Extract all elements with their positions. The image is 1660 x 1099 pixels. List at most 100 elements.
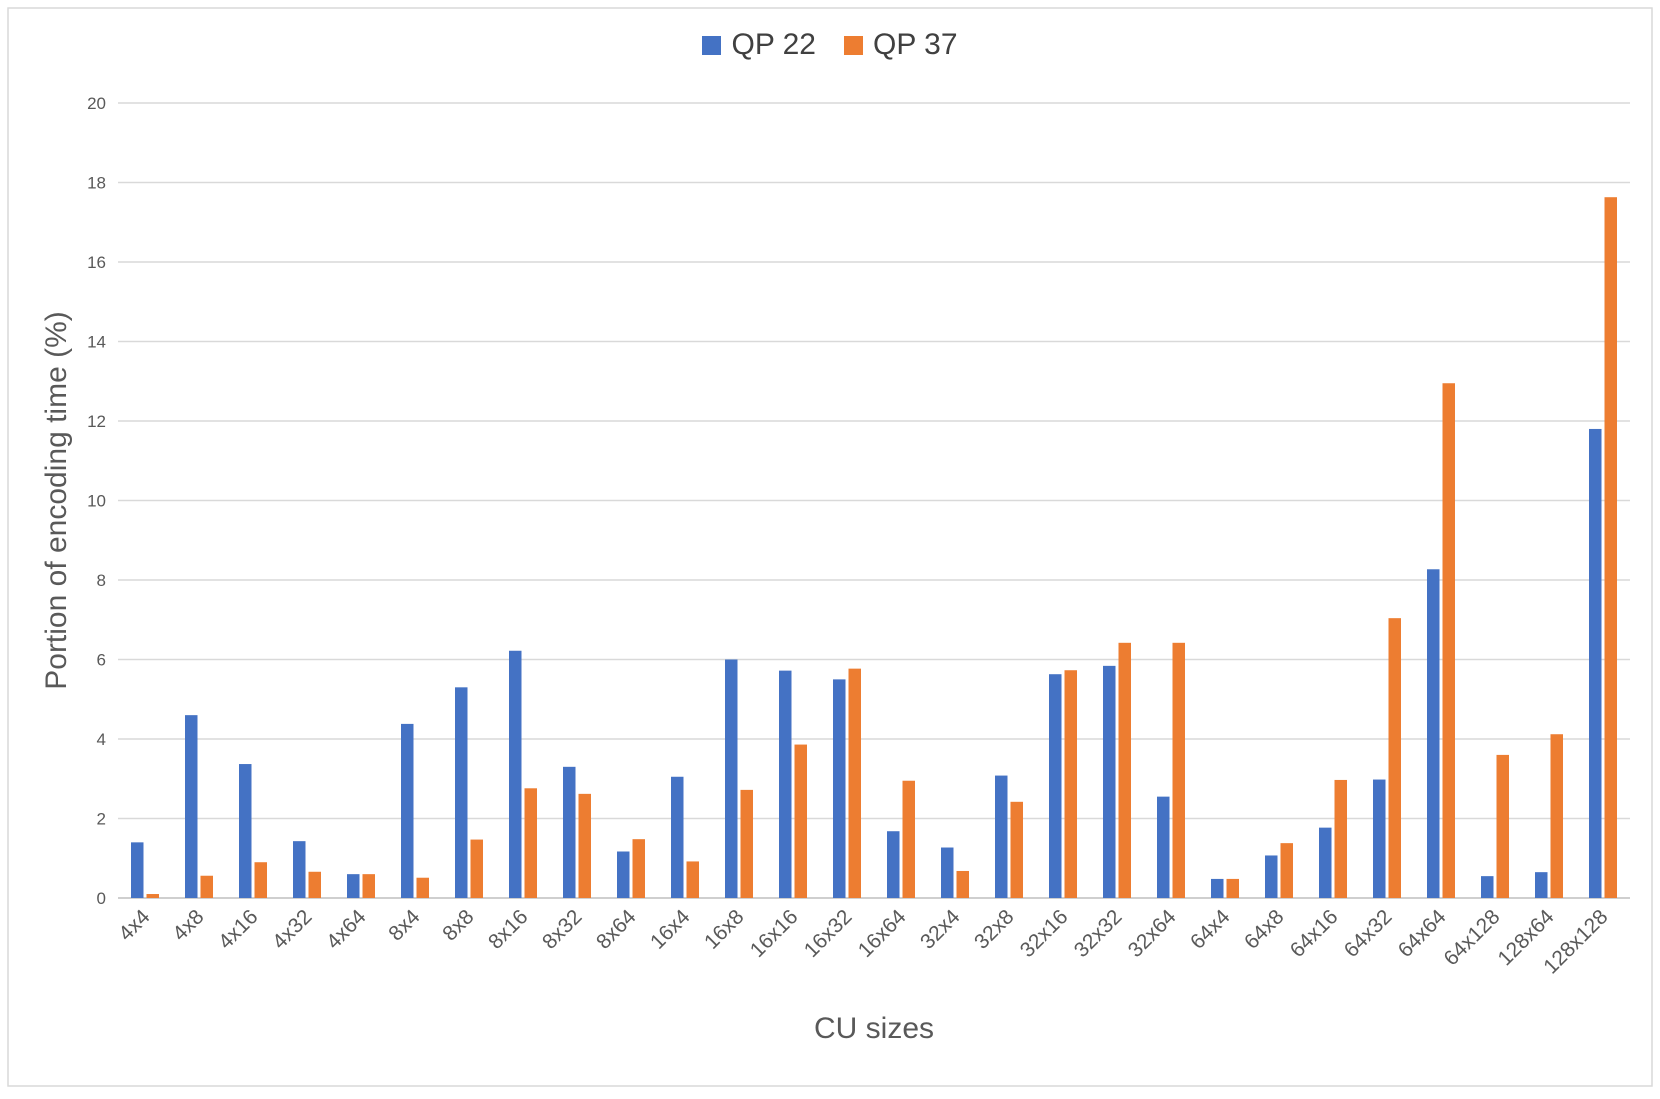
bar-qp22-8x64: [617, 851, 630, 898]
y-tick-label: 0: [97, 889, 106, 908]
bar-qp37-16x32: [848, 668, 861, 898]
x-tick-label: 64x128: [1440, 905, 1505, 970]
bar-qp37-4x8: [200, 875, 213, 898]
bar-qp22-64x16: [1319, 827, 1332, 898]
x-tick-label: 4x64: [322, 905, 371, 954]
bar-qp22-128x128: [1589, 428, 1602, 898]
x-tick-label: 32x32: [1070, 905, 1127, 962]
bar-qp37-4x64: [362, 874, 375, 898]
bar-qp37-64x4: [1226, 878, 1239, 898]
bar-qp22-8x4: [401, 723, 414, 898]
bar-qp37-32x16: [1064, 670, 1077, 898]
bar-qp22-16x16: [779, 670, 792, 898]
x-tick-label: 8x32: [538, 905, 586, 953]
y-tick-label: 2: [97, 810, 106, 829]
bar-qp37-32x8: [1010, 801, 1023, 898]
bar-qp22-8x8: [455, 687, 468, 898]
legend-label-qp37: QP 37: [873, 28, 958, 61]
y-tick-label: 6: [97, 651, 106, 670]
bar-qp37-64x64: [1442, 383, 1455, 898]
bar-qp22-4x16: [239, 764, 252, 898]
bar-qp22-16x4: [671, 776, 684, 898]
gridlines: [118, 102, 1630, 899]
bar-qp37-128x64: [1550, 734, 1563, 898]
bar-qp37-4x32: [308, 871, 321, 898]
bar-qp22-32x16: [1049, 674, 1062, 898]
bar-qp37-16x16: [794, 744, 807, 898]
x-tick-label: 32x4: [916, 905, 965, 954]
x-tick-label: 16x16: [746, 905, 803, 962]
bar-qp22-16x64: [887, 831, 900, 898]
bar-qp22-16x8: [725, 659, 738, 898]
bar-qp37-128x128: [1604, 197, 1617, 898]
bar-qp22-4x4: [131, 842, 144, 898]
legend-label-qp22: QP 22: [731, 28, 816, 61]
bars: [131, 197, 1617, 898]
x-tick-label: 16x32: [800, 905, 857, 962]
x-tick-label: 4x8: [168, 905, 208, 945]
bar-qp37-32x4: [956, 870, 969, 898]
bar-qp22-32x8: [995, 775, 1008, 898]
x-tick-label: 4x32: [268, 905, 316, 953]
x-tick-label: 16x64: [854, 905, 911, 962]
bar-qp37-16x64: [902, 780, 915, 898]
legend-item-qp37: QP 37: [844, 28, 958, 62]
bar-qp22-8x16: [509, 650, 522, 898]
x-tick-label: 4x4: [114, 905, 154, 945]
bar-qp22-32x64: [1157, 796, 1170, 898]
bar-qp37-4x4: [146, 894, 159, 898]
x-tick-label: 64x8: [1240, 905, 1288, 953]
bar-qp37-64x128: [1496, 754, 1509, 898]
x-tick-label: 8x16: [484, 905, 532, 953]
bar-qp37-16x4: [686, 861, 699, 898]
bar-qp37-64x16: [1334, 779, 1347, 898]
bar-qp22-64x8: [1265, 855, 1278, 898]
x-tick-label: 16x4: [646, 905, 695, 954]
legend-item-qp22: QP 22: [702, 28, 816, 62]
legend-swatch-qp37: [844, 35, 863, 55]
bar-qp22-32x32: [1103, 665, 1116, 898]
x-axis-label: CU sizes: [814, 1012, 934, 1045]
x-tick-label: 64x4: [1186, 905, 1235, 954]
x-tick-label: 32x64: [1124, 905, 1181, 962]
x-tick-label: 8x4: [384, 905, 424, 945]
bar-qp22-64x4: [1211, 878, 1224, 898]
y-tick-label: 10: [87, 492, 106, 511]
bar-qp37-8x8: [470, 839, 483, 898]
x-axis-ticks: 4x4 4x8 4x16 4x32 4x64 8x4 8x8 8x16 8x32 8x64 16x4…: [114, 905, 1612, 978]
bar-qp22-8x32: [563, 766, 576, 898]
bar-qp22-4x64: [347, 874, 360, 898]
bar-qp37-16x8: [740, 789, 753, 898]
x-tick-label: 8x8: [438, 905, 478, 945]
bar-qp22-4x32: [293, 841, 306, 898]
y-tick-label: 16: [87, 253, 106, 272]
y-tick-label: 12: [87, 412, 106, 431]
bar-qp37-8x16: [524, 788, 537, 898]
bar-qp22-64x32: [1373, 779, 1386, 898]
bar-qp37-32x64: [1172, 642, 1185, 898]
bar-qp37-64x32: [1388, 618, 1401, 898]
y-tick-label: 18: [87, 174, 106, 193]
bar-qp37-8x4: [416, 877, 429, 898]
x-tick-label: 32x16: [1016, 905, 1073, 962]
y-tick-label: 4: [97, 730, 106, 749]
bar-qp22-64x128: [1481, 876, 1494, 898]
legend: QP 22 QP 37: [0, 28, 1660, 62]
bar-qp22-128x64: [1535, 872, 1548, 898]
bar-qp37-8x64: [632, 839, 645, 898]
x-tick-label: 16x8: [700, 905, 748, 953]
y-tick-label: 14: [87, 333, 106, 352]
chart-border: [7, 7, 1653, 1087]
y-tick-label: 8: [97, 571, 106, 590]
bar-qp37-64x8: [1280, 843, 1293, 898]
x-tick-label: 32x8: [970, 905, 1018, 953]
bar-qp22-32x4: [941, 847, 954, 898]
y-axis-label: Portion of encoding time (%): [40, 311, 73, 690]
bar-qp22-16x32: [833, 679, 846, 898]
x-tick-label: 4x16: [214, 905, 262, 953]
x-tick-label: 64x16: [1286, 905, 1343, 962]
bar-qp37-32x32: [1118, 642, 1131, 898]
bar-qp22-4x8: [185, 715, 198, 898]
